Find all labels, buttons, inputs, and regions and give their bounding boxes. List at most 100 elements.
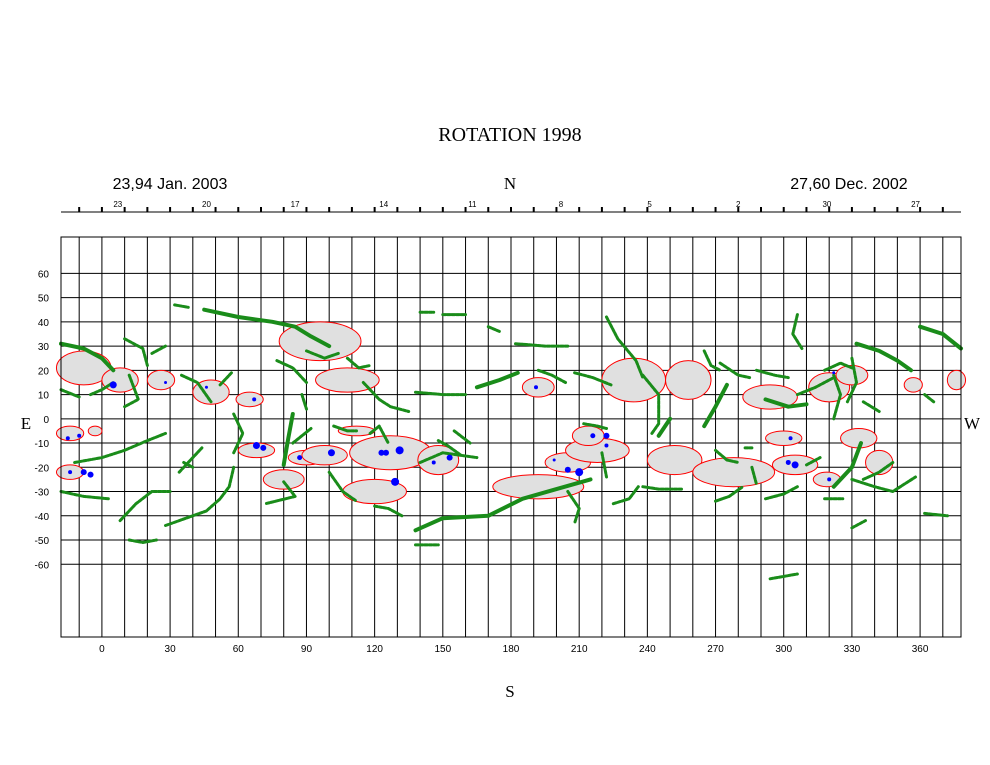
sunspot: [552, 458, 556, 462]
filament: [361, 381, 411, 413]
axis-labels: 60 50 40 30 20 10 0 -10 -20 -30 -40 -50 -60 0 30 60 90 12…: [35, 200, 929, 655]
filament: [164, 465, 236, 527]
y-tick-label: -50: [35, 536, 50, 547]
filament: [763, 397, 809, 409]
plage-region: [55, 425, 85, 442]
filament: [414, 390, 467, 397]
filament: [218, 371, 233, 387]
sunspot: [446, 454, 453, 461]
filament: [923, 393, 936, 404]
filament: [89, 381, 115, 397]
filament: [573, 371, 613, 387]
x-tick-label: 210: [571, 644, 588, 655]
sunspot: [395, 446, 404, 455]
day-tick-label: 14: [379, 200, 388, 209]
filament: [452, 429, 472, 445]
chart-frame: [60, 207, 962, 638]
filament: [123, 337, 149, 367]
filament: [173, 303, 190, 309]
sunspot: [431, 460, 436, 465]
filament: [232, 412, 245, 455]
sunspot: [109, 381, 117, 389]
y-tick-label: -10: [35, 439, 50, 450]
plage-region: [765, 430, 803, 446]
filament: [755, 368, 790, 380]
sunspot: [564, 466, 571, 473]
y-tick-label: -60: [35, 560, 50, 571]
filament: [202, 307, 332, 349]
sunspot: [378, 449, 385, 456]
plage-region: [646, 444, 703, 476]
plage-region: [742, 384, 798, 410]
sunspot: [77, 433, 82, 438]
filament: [300, 393, 308, 411]
x-tick-label: 120: [366, 644, 383, 655]
filament: [413, 477, 593, 533]
sunspot: [87, 471, 94, 478]
filament: [850, 519, 867, 530]
filament: [641, 485, 683, 491]
filament: [791, 313, 804, 350]
filament: [850, 475, 917, 493]
sunspot: [785, 459, 791, 465]
plage-region: [601, 357, 667, 403]
sunspot-layer: [65, 371, 836, 486]
filament: [59, 490, 111, 501]
chart-title: ROTATION 1998: [438, 124, 581, 146]
filament: [536, 368, 567, 384]
filament: [474, 370, 520, 390]
filament: [582, 422, 608, 430]
sunspot: [327, 449, 335, 457]
top-right-date: 27,60 Dec. 2002: [790, 176, 908, 193]
east-label: E: [21, 414, 31, 433]
filament: [795, 376, 836, 397]
x-tick-label: 90: [301, 644, 313, 655]
filament: [291, 427, 313, 445]
filament: [418, 451, 479, 464]
sunspot: [791, 461, 799, 469]
day-tick-label: 11: [468, 200, 477, 209]
filament: [918, 324, 963, 351]
filament: [750, 465, 758, 486]
day-tick-label: 20: [202, 200, 211, 209]
filament: [182, 461, 195, 469]
sunspot: [575, 468, 584, 477]
y-tick-label: -20: [35, 463, 50, 474]
filament: [59, 388, 81, 399]
day-tick-label: 8: [559, 200, 564, 209]
filament: [854, 341, 913, 373]
x-tick-label: 300: [775, 644, 792, 655]
plage-region: [87, 425, 103, 437]
filament: [714, 485, 745, 503]
x-tick-label: 60: [233, 644, 245, 655]
plage-region: [946, 369, 967, 391]
filament: [861, 400, 881, 413]
west-label: W: [964, 414, 981, 433]
filament: [486, 325, 502, 333]
plage-region: [301, 444, 348, 466]
filament: [923, 511, 949, 518]
sunspot: [832, 371, 836, 375]
x-tick-label: 180: [503, 644, 520, 655]
south-label: S: [505, 682, 514, 701]
filament: [327, 470, 358, 503]
filament: [861, 461, 895, 481]
plage-region: [262, 469, 305, 490]
sunspot: [391, 477, 400, 486]
sunspot: [164, 380, 168, 384]
plage-region: [903, 377, 923, 393]
x-tick-label: 0: [99, 644, 105, 655]
x-tick-label: 240: [639, 644, 656, 655]
sunspot: [65, 436, 70, 441]
filament: [641, 373, 661, 435]
top-left-date: 23,94 Jan. 2003: [113, 176, 228, 193]
x-tick-label: 360: [912, 644, 929, 655]
filament: [514, 342, 570, 348]
filament: [373, 504, 404, 518]
filament: [150, 344, 167, 355]
filament: [345, 356, 372, 370]
sunspot: [297, 455, 303, 461]
sunspot: [68, 470, 73, 475]
x-tick-label: 330: [844, 644, 861, 655]
plot-border: [60, 236, 962, 638]
